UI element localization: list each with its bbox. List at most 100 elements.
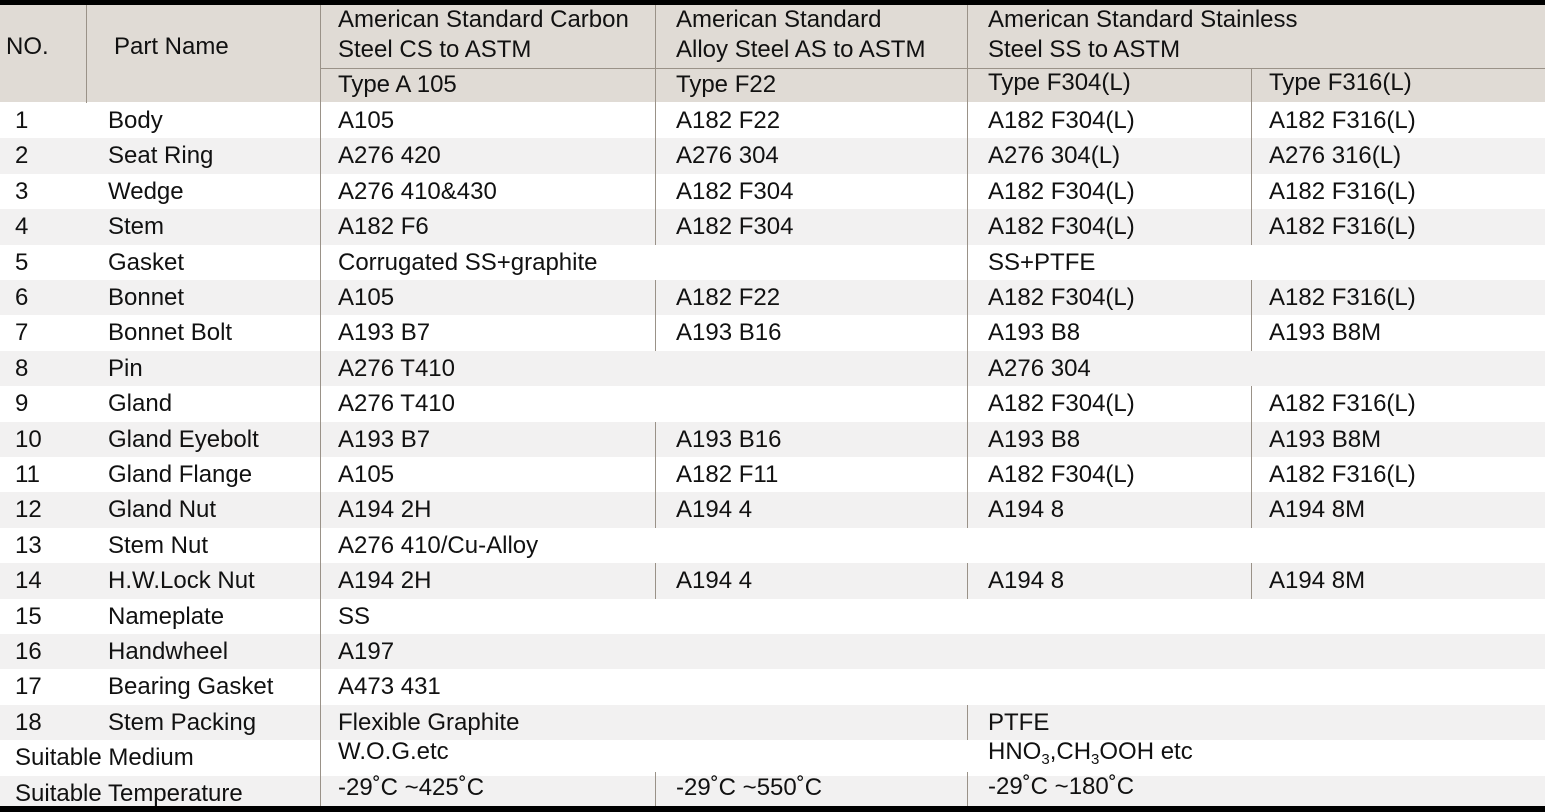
cell-no: 10 xyxy=(15,425,42,453)
cell-stainless-f316: A194 8M xyxy=(1269,567,1366,595)
row-divider-as-ss xyxy=(967,421,968,457)
row-divider-ss304-ss316 xyxy=(1251,315,1252,351)
row-divider-ss304-ss316 xyxy=(1251,173,1252,210)
row-divider-cs-as xyxy=(655,315,656,351)
cell-no: 13 xyxy=(15,531,42,559)
cell-carbon-steel: A473 431 xyxy=(338,673,441,701)
cell-alloy-steel: A182 F304 xyxy=(676,213,794,241)
table-top-rule xyxy=(0,0,1545,5)
cell-carbon-steel: A105 xyxy=(338,461,395,488)
cell-no: 7 xyxy=(15,319,29,347)
divider-temp-cs-as xyxy=(655,772,656,806)
cell-part-name: Bearing Gasket xyxy=(108,673,274,701)
cell-part-name: Gland xyxy=(108,390,173,418)
header-ss-title-line2: Steel SS to ASTM xyxy=(988,36,1181,63)
row-stripe xyxy=(0,704,1545,741)
cell-alloy-steel: A276 304 xyxy=(676,142,779,170)
cell-stainless-f316: A182 F316(L) xyxy=(1269,107,1416,134)
cell-part-name: Gland Nut xyxy=(108,496,217,524)
cell-no: 3 xyxy=(15,177,29,205)
cell-part-name: Pin xyxy=(108,354,143,382)
row-divider-ss304-ss316 xyxy=(1251,492,1252,528)
row-divider-cs-as xyxy=(655,563,656,599)
cell-alloy-steel: A193 B16 xyxy=(676,319,782,347)
header-ss316-type: Type F316(L) xyxy=(1269,69,1412,96)
suitable-temperature-label: Suitable Temperature xyxy=(15,780,243,807)
header-part-name: Part Name xyxy=(114,33,229,60)
cell-part-name: Stem Nut xyxy=(108,531,209,559)
cell-stainless-f304: A182 F304(L) xyxy=(988,177,1135,205)
medium-ss-sub2: 3 xyxy=(1091,751,1100,768)
row-stripe xyxy=(0,775,1545,811)
cell-part-name: Stem Packing xyxy=(108,708,257,736)
row-stripe xyxy=(0,421,1545,457)
cell-alloy-steel: A182 F11 xyxy=(676,461,779,488)
cell-stainless-f304: A276 304 xyxy=(988,354,1091,382)
row-divider-cs-as xyxy=(655,103,656,139)
suitable-temperature-as: -29˚C ~550˚C xyxy=(676,774,823,801)
cell-stainless-f316: A193 B8M xyxy=(1269,425,1382,453)
cell-no: 14 xyxy=(15,567,42,595)
header-ss-title-line1: American Standard Stainless xyxy=(988,6,1298,33)
medium-ss-part2: ,CH xyxy=(1049,738,1092,765)
cell-alloy-steel: A182 F304 xyxy=(676,177,794,205)
cell-stainless-f316: A182 F316(L) xyxy=(1269,177,1416,205)
row-divider-as-ss xyxy=(967,209,968,245)
row-divider-cs-as xyxy=(655,457,656,493)
cell-no: 18 xyxy=(15,708,42,736)
cell-carbon-steel: A194 2H xyxy=(338,496,432,524)
cell-part-name: Gland Flange xyxy=(108,461,253,488)
divider-part-cs xyxy=(320,5,321,806)
cell-stainless-f316: A276 316(L) xyxy=(1269,142,1402,170)
cell-stainless-f304: A182 F304(L) xyxy=(988,390,1135,418)
cell-carbon-steel: A105 xyxy=(338,107,395,134)
row-divider-as-ss xyxy=(967,350,968,387)
row-divider-cs-as xyxy=(655,421,656,457)
divider-as-ss-header xyxy=(967,5,968,103)
suitable-temperature-ss: -29˚C ~180˚C xyxy=(988,773,1135,800)
divider-no-part xyxy=(86,5,87,103)
cell-part-name: Gland Eyebolt xyxy=(108,425,259,453)
header-cs-title-line2: Steel CS to ASTM xyxy=(338,36,532,63)
row-divider-as-ss xyxy=(967,103,968,139)
cell-no: 16 xyxy=(15,638,42,665)
divider-ss304-ss316-header xyxy=(1251,68,1252,103)
row-divider-as-ss xyxy=(967,563,968,599)
cell-no: 6 xyxy=(15,284,29,311)
cell-carbon-steel: A276 410&430 xyxy=(338,177,497,205)
row-stripe xyxy=(0,209,1545,245)
cell-carbon-steel: A194 2H xyxy=(338,567,432,595)
cell-stainless-f316: A193 B8M xyxy=(1269,319,1382,347)
cell-alloy-steel: A193 B16 xyxy=(676,425,782,453)
divider-cs-as-header xyxy=(655,5,656,103)
cell-no: 17 xyxy=(15,673,42,701)
row-divider-ss304-ss316 xyxy=(1251,457,1252,493)
row-divider-as-ss xyxy=(967,386,968,422)
row-divider-as-ss xyxy=(967,244,968,280)
cell-no: 9 xyxy=(15,390,29,418)
cell-part-name: Bonnet Bolt xyxy=(108,319,233,347)
cell-stainless-f304: A182 F304(L) xyxy=(988,107,1135,134)
cell-carbon-steel: A193 B7 xyxy=(338,319,431,347)
row-divider-ss304-ss316 xyxy=(1251,563,1252,599)
cell-carbon-steel: A276 410/Cu-Alloy xyxy=(338,531,539,559)
row-divider-as-ss xyxy=(967,138,968,174)
cell-stainless-f304: A182 F304(L) xyxy=(988,461,1135,488)
row-stripe xyxy=(0,350,1545,387)
row-divider-cs-as xyxy=(655,280,656,316)
cell-carbon-steel: A276 420 xyxy=(338,142,441,170)
cell-stainless-f304: A193 B8 xyxy=(988,319,1081,347)
header-cs-title-line1: American Standard Carbon xyxy=(338,6,629,33)
cell-carbon-steel: SS xyxy=(338,602,371,630)
row-stripe xyxy=(0,634,1545,670)
cell-stainless-f304: A182 F304(L) xyxy=(988,213,1135,241)
header-ss304-type: Type F304(L) xyxy=(988,69,1131,96)
row-stripe xyxy=(0,280,1545,316)
cell-no: 4 xyxy=(15,213,29,241)
cell-part-name: Seat Ring xyxy=(108,142,214,170)
cell-alloy-steel: A194 4 xyxy=(676,496,753,524)
row-divider-ss304-ss316 xyxy=(1251,421,1252,457)
cell-no: 15 xyxy=(15,602,42,630)
suitable-medium-cs: W.O.G.etc xyxy=(338,738,449,765)
